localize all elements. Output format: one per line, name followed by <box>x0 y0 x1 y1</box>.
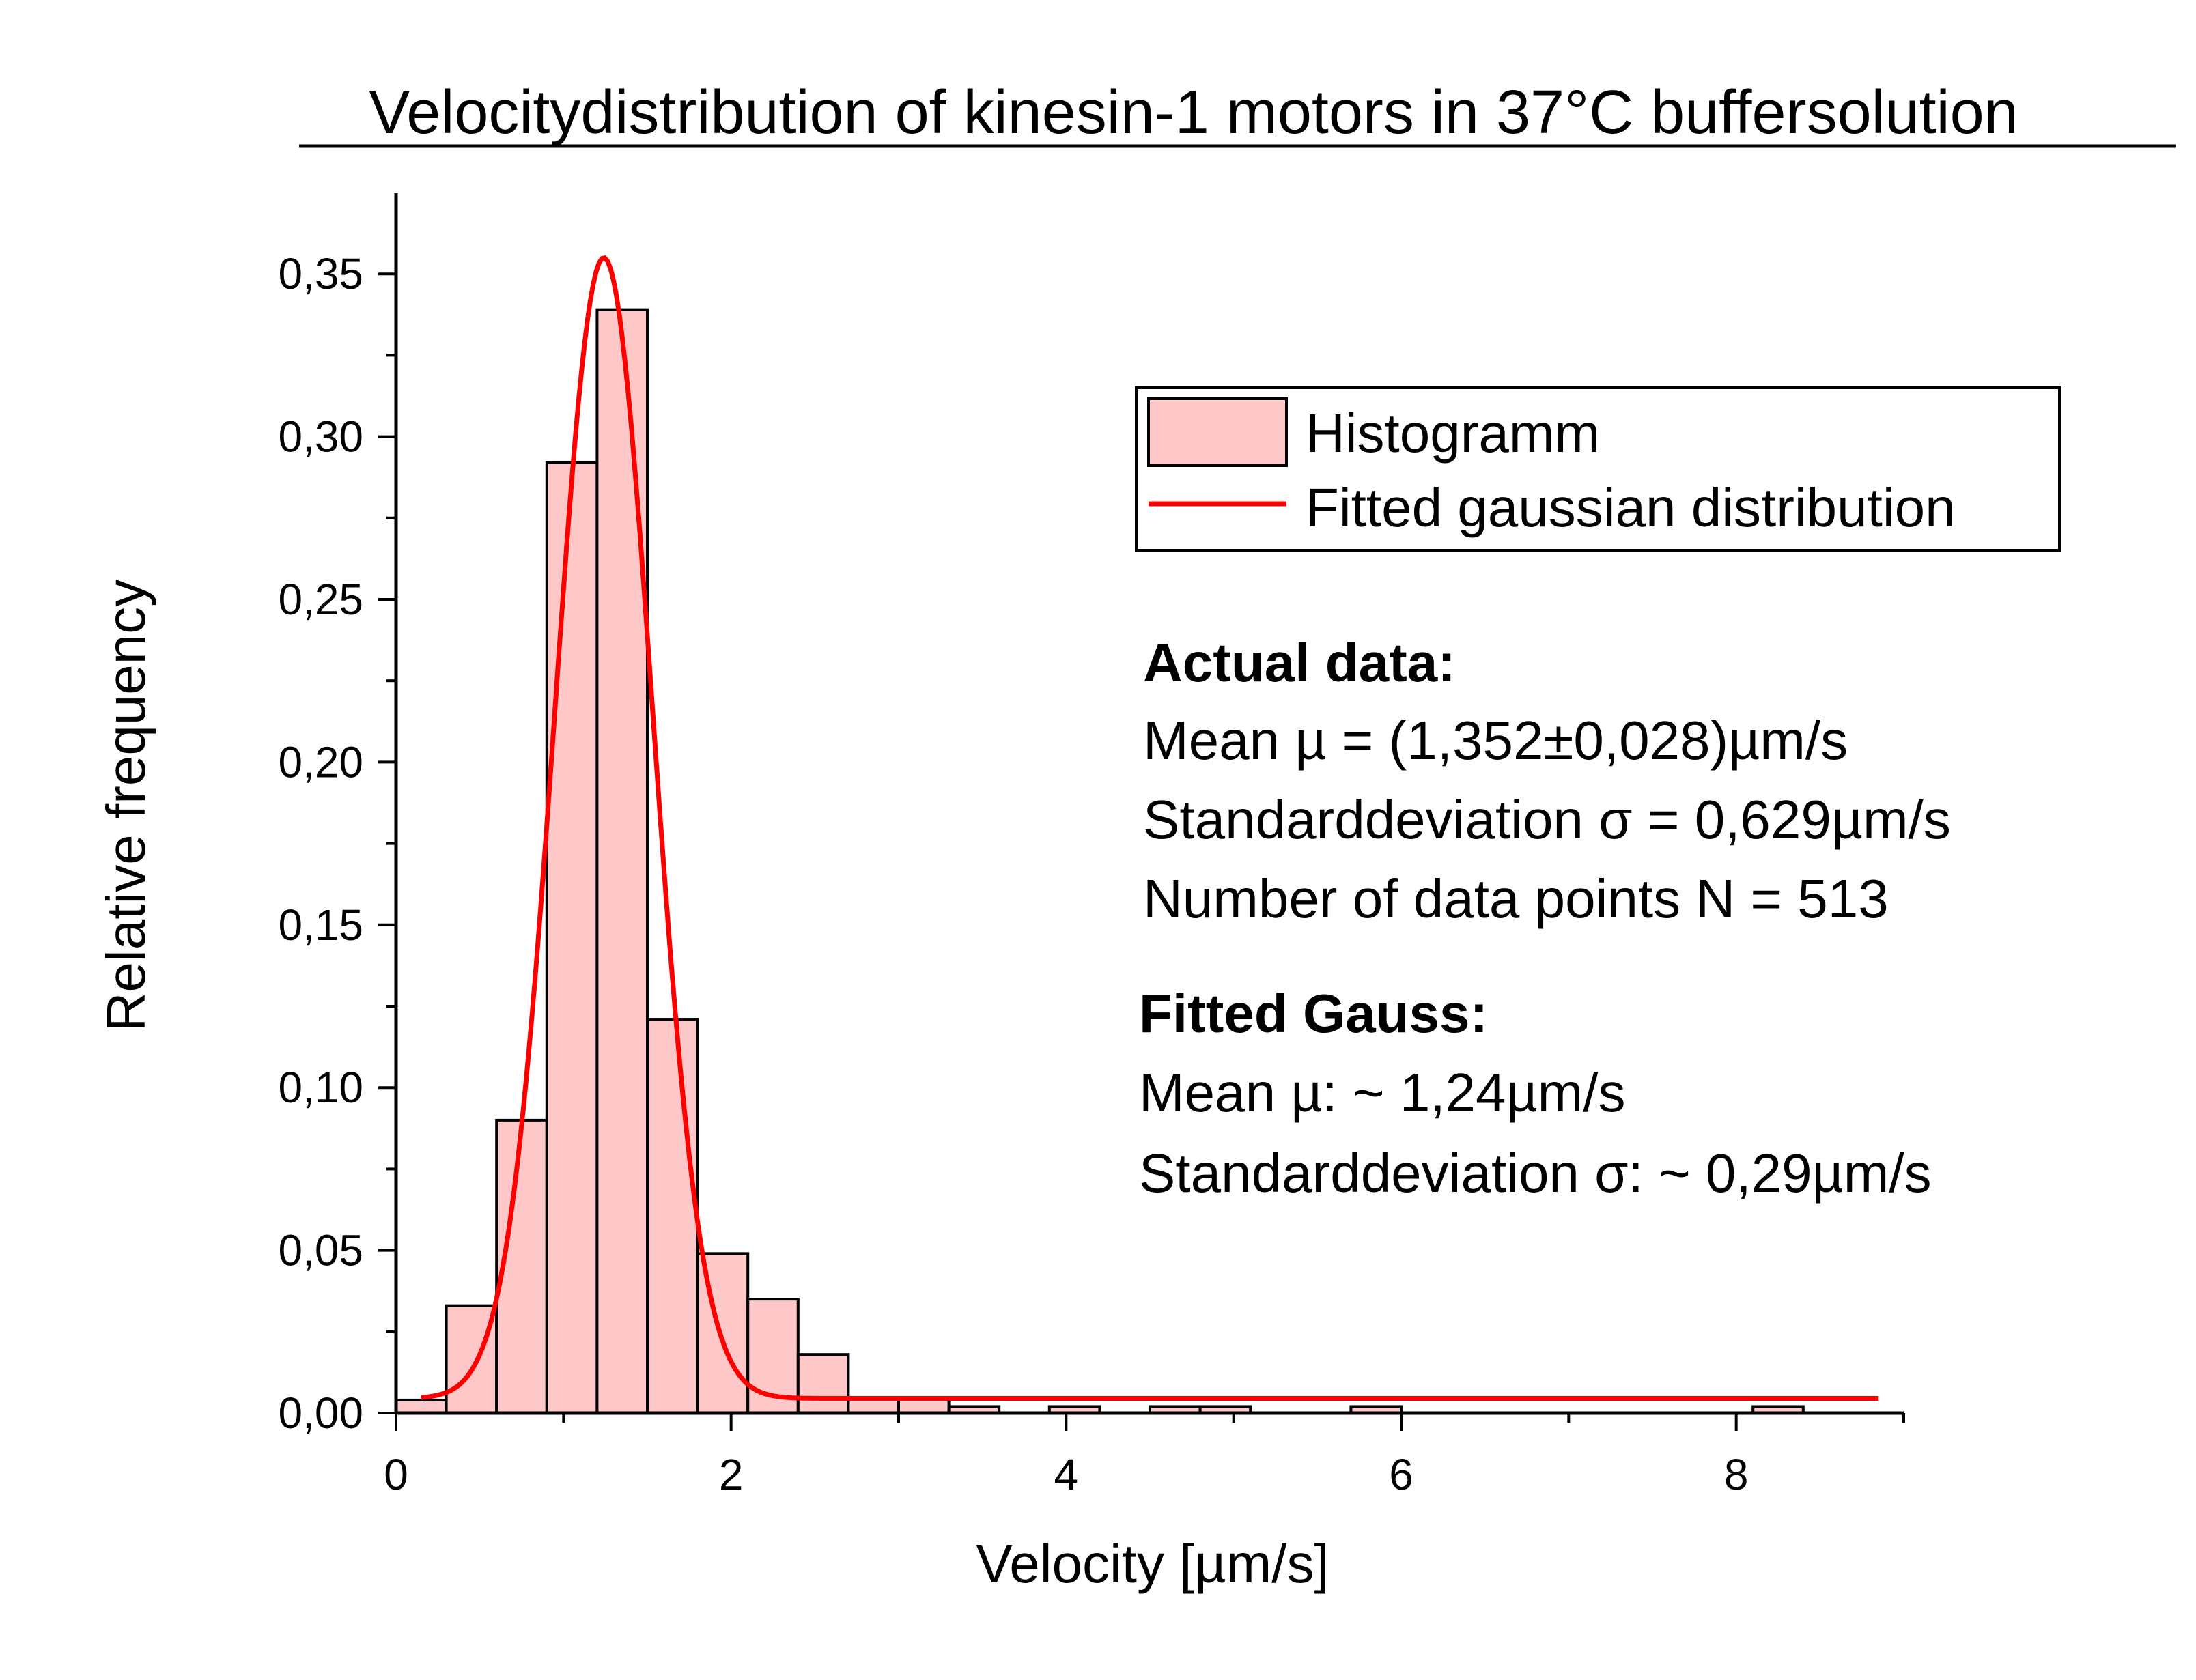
y-tick-label: 0,00 <box>278 1389 363 1438</box>
x-tick-label: 6 <box>1389 1450 1413 1499</box>
fitted-stddev-text: Standarddeviation σ: ~ 0,29µm/s <box>1139 1143 1932 1204</box>
histogram-bar <box>897 1398 951 1414</box>
x-tick-label: 0 <box>384 1450 408 1499</box>
x-tick-label: 4 <box>1054 1450 1079 1499</box>
histogram-bar <box>395 1398 448 1414</box>
histogram-bar <box>646 1018 699 1414</box>
y-tick-label: 0,20 <box>278 737 363 786</box>
y-tick-label: 0,35 <box>278 249 363 298</box>
actual-stddev-text: Standarddeviation σ = 0,629µm/s <box>1143 789 1951 850</box>
y-tick-label: 0,10 <box>278 1063 363 1112</box>
y-tick-label: 0,15 <box>278 900 363 950</box>
histogram-bar <box>696 1252 750 1415</box>
actual-count-text: Number of data points N = 513 <box>1143 868 1889 929</box>
histogram-bar <box>595 308 649 1415</box>
legend-frame <box>1135 386 2061 552</box>
histogram-bar <box>545 461 599 1414</box>
x-tick-label: 8 <box>1724 1450 1749 1499</box>
y-axis-ticks: 0,00 0,05 0,10 0,15 0,20 0,25 0,30 0,35 <box>278 249 396 1438</box>
y-tick-label: 0,05 <box>278 1226 363 1275</box>
legend-histogram-label: Histogramm <box>1306 403 1600 464</box>
fit-curve <box>421 255 1879 1401</box>
x-tick-label: 2 <box>719 1450 744 1499</box>
fitted-gauss-heading: Fitted Gauss: <box>1139 983 1488 1044</box>
y-tick-label: 0,30 <box>278 412 363 461</box>
legend-histogram-swatch <box>1147 397 1288 467</box>
actual-data-heading: Actual data: <box>1143 632 1456 693</box>
x-axis-label: Velocity [µm/s] <box>976 1533 1329 1594</box>
y-tick-label: 0,25 <box>278 575 363 624</box>
legend: Histogramm Fitted gaussian distribution <box>1135 386 2061 552</box>
fitted-mean-text: Mean µ: ~ 1,24µm/s <box>1139 1062 1626 1123</box>
y-axis-label: Relative frequency <box>96 580 156 1032</box>
actual-mean-text: Mean µ = (1,352±0,028)µm/s <box>1143 710 1848 771</box>
histogram-bar <box>847 1398 901 1414</box>
legend-fit-label: Fitted gaussian distribution <box>1306 477 1956 538</box>
x-axis-ticks: 0 2 4 6 8 <box>384 1413 1905 1499</box>
chart-title: Velocitydistribution of kinesin-1 motors… <box>369 79 2018 147</box>
statistics-annotation: Actual data: Mean µ = (1,352±0,028)µm/s … <box>1139 632 1951 1204</box>
histogram-bar <box>796 1353 850 1415</box>
